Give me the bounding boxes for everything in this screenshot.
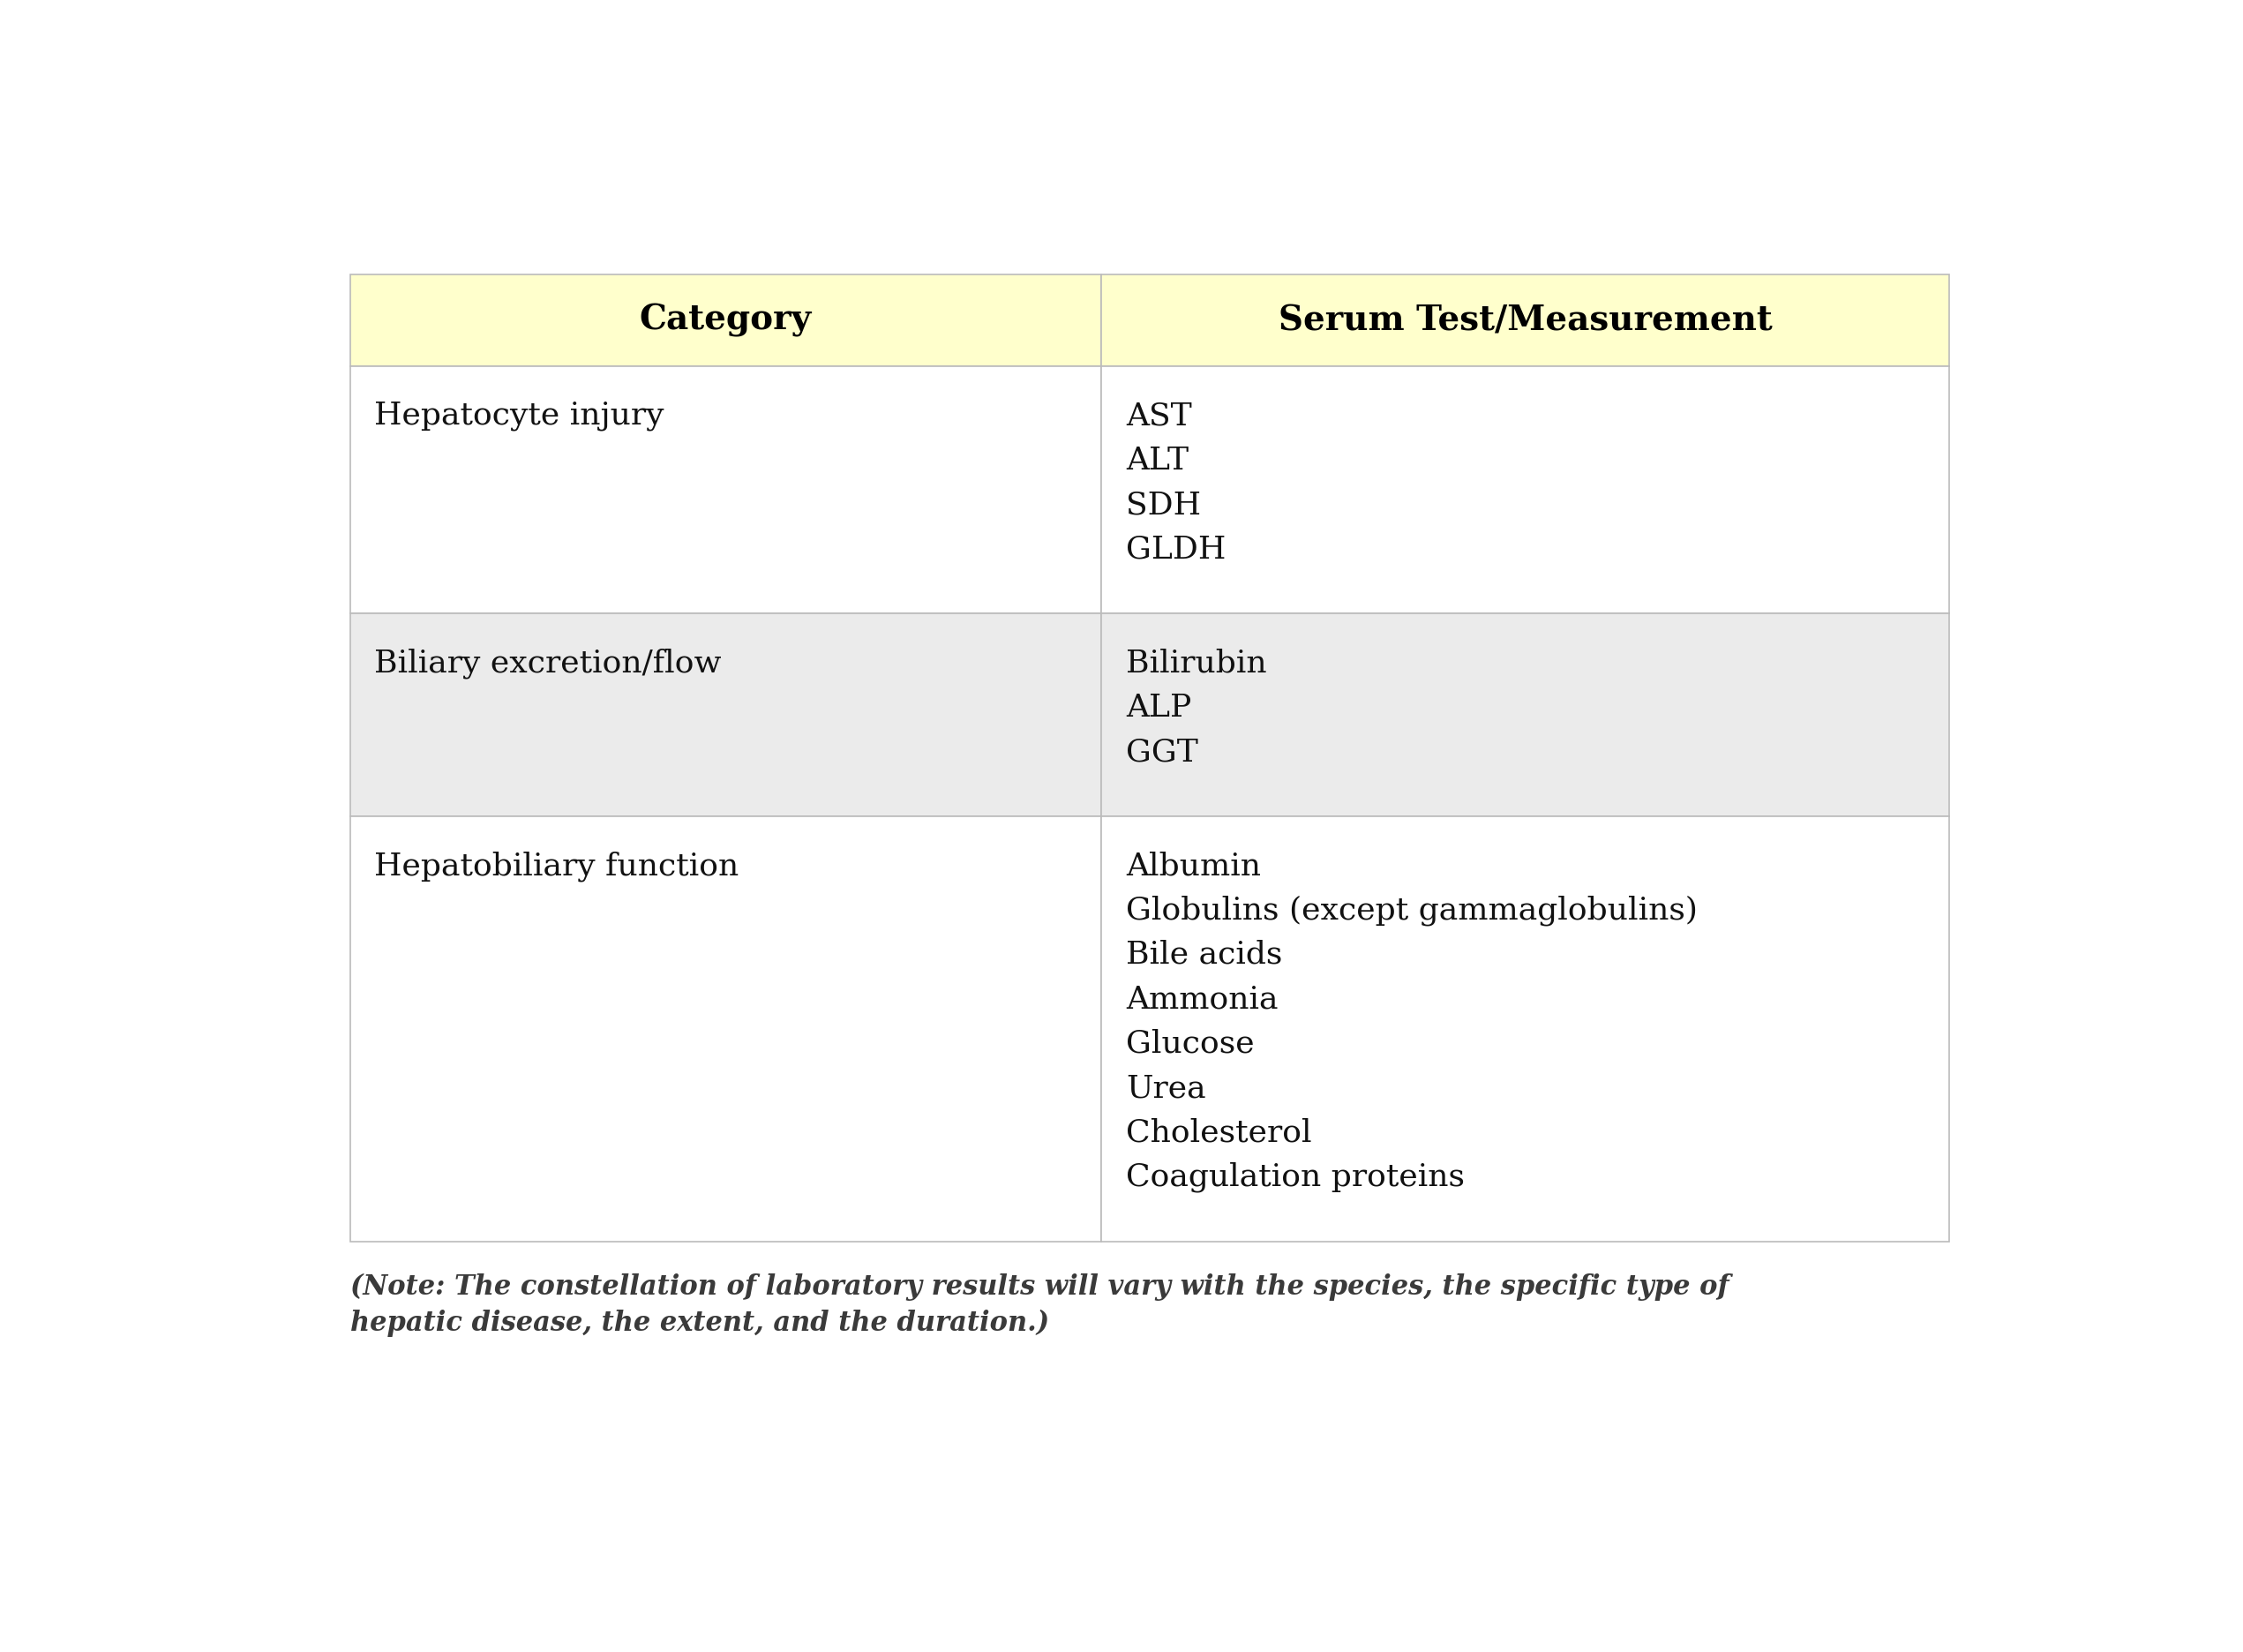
Bar [350, 274, 1101, 367]
Bar [350, 613, 1101, 816]
Text: AST: AST [1126, 401, 1191, 431]
Bar [350, 816, 1101, 1241]
Text: Bile acids: Bile acids [1126, 940, 1283, 970]
Text: Hepatobiliary function: Hepatobiliary function [375, 851, 738, 881]
Text: GGT: GGT [1126, 737, 1198, 767]
Text: Biliary excretion/flow: Biliary excretion/flow [375, 648, 722, 679]
Bar [1101, 613, 1949, 816]
Text: Albumin: Albumin [1126, 851, 1261, 881]
Text: Bilirubin: Bilirubin [1126, 648, 1267, 677]
Bar [350, 367, 1101, 613]
Text: Cholesterol: Cholesterol [1126, 1118, 1312, 1148]
Text: Hepatocyte injury: Hepatocyte injury [375, 401, 664, 431]
Text: Globulins (except gammaglobulins): Globulins (except gammaglobulins) [1126, 895, 1698, 925]
Text: Serum Test/Measurement: Serum Test/Measurement [1279, 304, 1772, 337]
Bar [1101, 367, 1949, 613]
Bar [1101, 816, 1949, 1241]
Text: Ammonia: Ammonia [1126, 985, 1279, 1014]
Text: (Note: The constellation of laboratory results will vary with the species, the s: (Note: The constellation of laboratory r… [350, 1274, 1729, 1300]
Text: Glucose: Glucose [1126, 1029, 1254, 1059]
Text: Urea: Urea [1126, 1074, 1207, 1104]
Text: GLDH: GLDH [1126, 534, 1227, 565]
Text: hepatic disease, the extent, and the duration.): hepatic disease, the extent, and the dur… [350, 1310, 1050, 1336]
Text: SDH: SDH [1126, 489, 1200, 520]
Text: Category: Category [639, 304, 812, 337]
Text: Coagulation proteins: Coagulation proteins [1126, 1161, 1465, 1193]
Bar [1101, 274, 1949, 367]
Text: ALT: ALT [1126, 446, 1189, 476]
Text: ALP: ALP [1126, 692, 1191, 722]
